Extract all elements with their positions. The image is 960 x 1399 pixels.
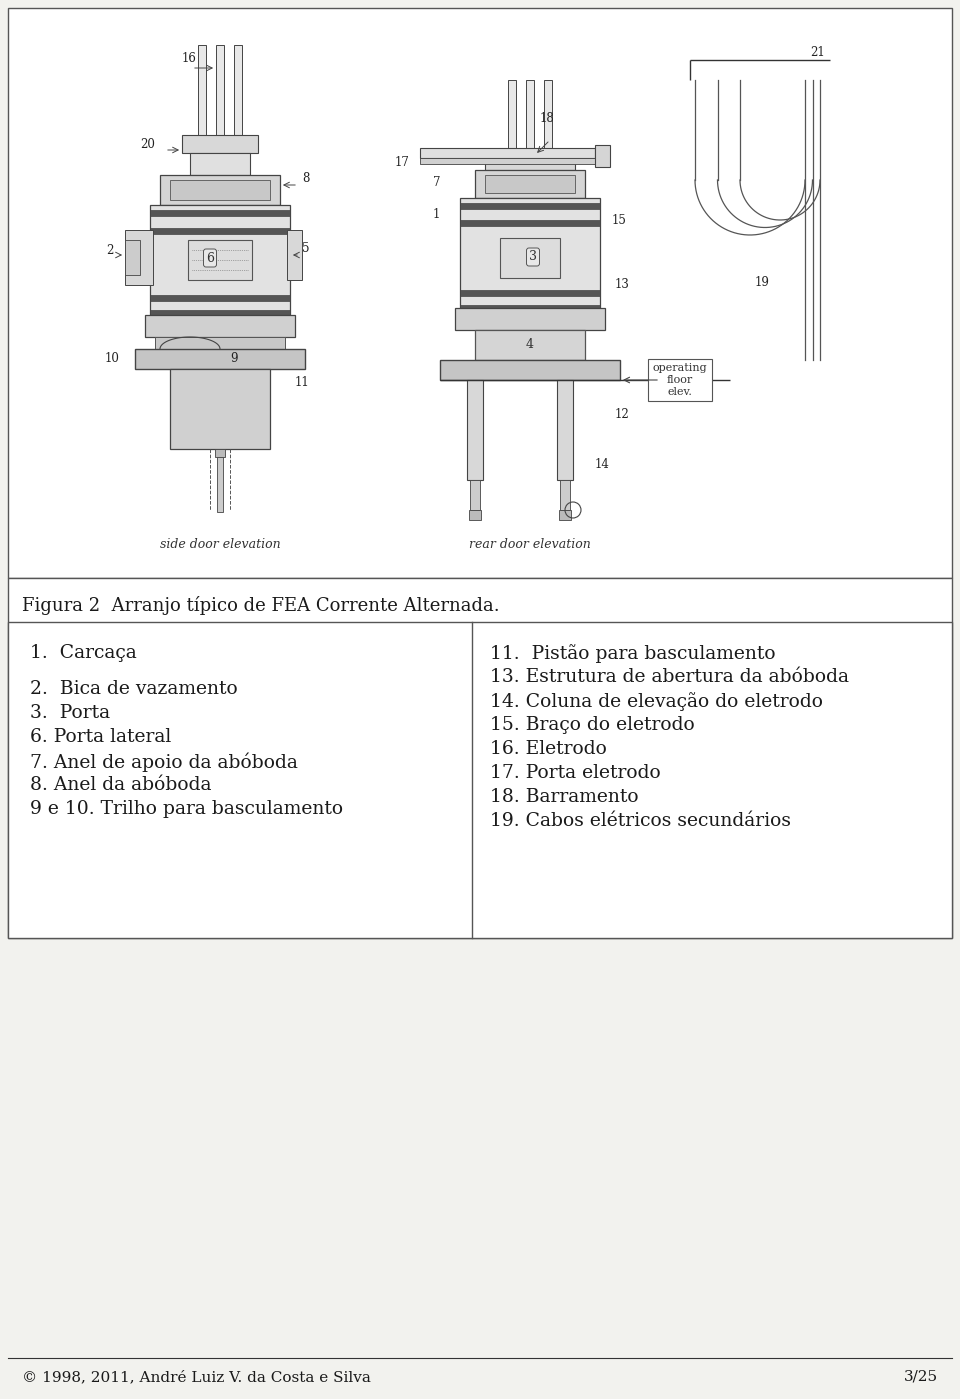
Bar	[150, 295, 290, 301]
Bar	[170, 369, 270, 449]
Text: 3/25: 3/25	[904, 1370, 938, 1384]
Bar	[8, 8, 952, 578]
Text: 14. Coluna de elevação do eletrodo: 14. Coluna de elevação do eletrodo	[490, 693, 823, 711]
Text: 18: 18	[540, 112, 555, 125]
Text: 8: 8	[302, 172, 309, 185]
Bar	[190, 152, 250, 175]
Bar	[485, 155, 575, 171]
Text: 13: 13	[615, 278, 630, 291]
Bar	[160, 175, 280, 206]
Text: 19: 19	[755, 276, 770, 288]
Text: 19. Cabos elétricos secundários: 19. Cabos elétricos secundários	[490, 811, 791, 830]
Text: 9: 9	[230, 351, 237, 365]
Text: side door elevation: side door elevation	[159, 539, 280, 551]
Bar	[125, 229, 153, 285]
Text: 1: 1	[433, 208, 440, 221]
Text: 15: 15	[612, 214, 627, 227]
Text: 14: 14	[595, 459, 610, 471]
Bar	[557, 381, 573, 480]
Text: 18. Barramento: 18. Barramento	[490, 788, 638, 806]
Bar	[150, 210, 290, 215]
Text: 11: 11	[295, 375, 310, 389]
Bar	[155, 337, 285, 348]
Bar	[485, 175, 575, 193]
Text: 3: 3	[529, 250, 537, 263]
Bar	[469, 511, 481, 520]
Text: 17. Porta eletrodo: 17. Porta eletrodo	[490, 764, 660, 782]
Bar	[150, 206, 290, 315]
Bar	[508, 80, 516, 155]
Bar	[460, 203, 600, 208]
Text: 12: 12	[615, 409, 630, 421]
Text: 1.  Carcaça: 1. Carcaça	[30, 644, 136, 662]
Text: operating
floor
elev.: operating floor elev.	[653, 364, 708, 396]
Bar	[467, 381, 483, 480]
Text: 7. Anel de apoio da abóboda: 7. Anel de apoio da abóboda	[30, 753, 298, 771]
Text: 5: 5	[302, 242, 309, 255]
Text: 11.  Pistão para basculamento: 11. Pistão para basculamento	[490, 644, 776, 663]
Bar	[215, 449, 225, 457]
Text: 15. Braço do eletrodo: 15. Braço do eletrodo	[490, 716, 695, 734]
Bar	[455, 308, 605, 330]
Bar	[559, 511, 571, 520]
Text: 8. Anel da abóboda: 8. Anel da abóboda	[30, 776, 211, 795]
Text: 13. Estrutura de abertura da abóboda: 13. Estrutura de abertura da abóboda	[490, 667, 849, 686]
Bar	[560, 480, 570, 511]
Text: 2: 2	[107, 243, 113, 256]
Text: Figura 2  Arranjo típico de FEA Corrente Alternada.: Figura 2 Arranjo típico de FEA Corrente …	[22, 596, 499, 616]
Bar	[475, 330, 585, 360]
Text: 9 e 10. Trilho para basculamento: 9 e 10. Trilho para basculamento	[30, 800, 343, 818]
Bar	[150, 228, 290, 234]
Text: 7: 7	[433, 175, 440, 189]
Bar	[182, 134, 258, 152]
Bar	[460, 305, 600, 311]
Bar	[544, 80, 552, 155]
Bar	[420, 158, 595, 164]
Bar	[125, 241, 140, 276]
Text: 6. Porta lateral: 6. Porta lateral	[30, 727, 171, 746]
Bar	[216, 45, 224, 134]
Bar	[440, 360, 620, 381]
Bar	[420, 148, 595, 158]
Bar	[8, 578, 952, 937]
Bar	[460, 199, 600, 308]
Text: 6: 6	[206, 252, 214, 264]
Bar	[500, 238, 560, 278]
Bar	[145, 315, 295, 337]
Bar	[526, 80, 534, 155]
Text: 10: 10	[106, 351, 120, 365]
Bar	[470, 480, 480, 511]
Bar	[217, 457, 223, 512]
Bar	[150, 311, 290, 316]
Bar	[475, 171, 585, 199]
Text: 2.  Bica de vazamento: 2. Bica de vazamento	[30, 680, 238, 698]
Text: 17: 17	[396, 155, 410, 168]
Bar	[8, 623, 952, 937]
Text: © 1998, 2011, André Luiz V. da Costa e Silva: © 1998, 2011, André Luiz V. da Costa e S…	[22, 1370, 371, 1384]
Text: 20: 20	[140, 139, 155, 151]
Text: rear door elevation: rear door elevation	[469, 539, 590, 551]
Bar	[135, 348, 305, 369]
Bar	[287, 229, 302, 280]
Bar	[234, 45, 242, 134]
Text: 16: 16	[182, 52, 197, 64]
Text: 4: 4	[526, 337, 534, 351]
Bar	[460, 290, 600, 297]
Text: 21: 21	[810, 46, 825, 59]
Text: 16. Eletrodo: 16. Eletrodo	[490, 740, 607, 758]
Text: 3.  Porta: 3. Porta	[30, 704, 110, 722]
Bar	[595, 145, 610, 166]
Bar	[170, 180, 270, 200]
Bar	[188, 241, 252, 280]
Bar	[460, 220, 600, 227]
Bar	[198, 45, 206, 134]
